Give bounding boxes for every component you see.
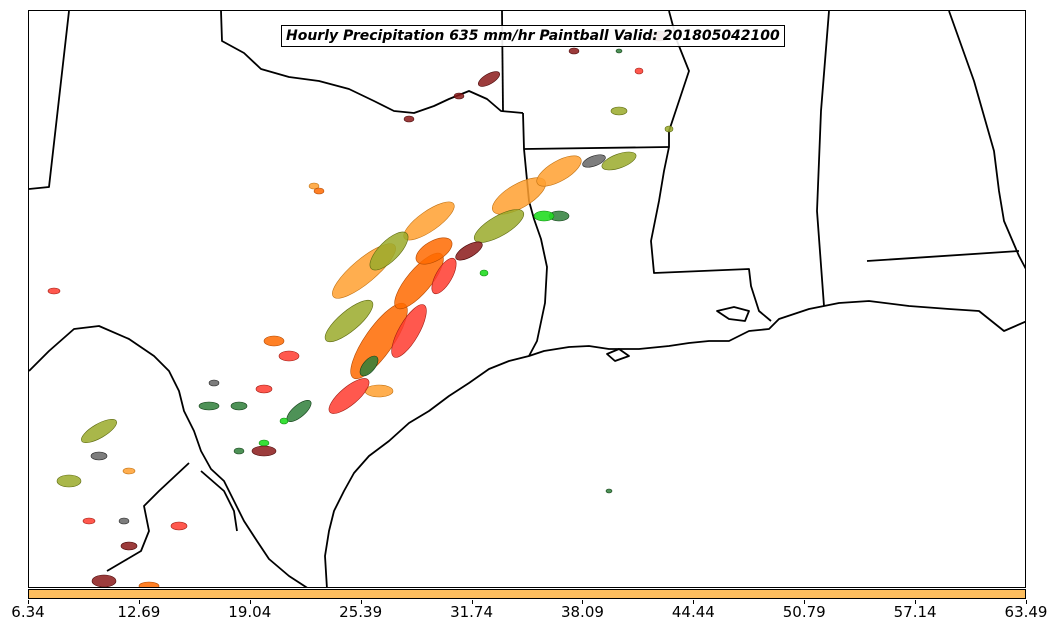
colorbar-tick-label: 31.74	[450, 603, 494, 621]
colorbar-ticks: 6.34 12.69 19.04 25.39 31.74 38.09 44.44 50.79 5…	[0, 600, 1060, 633]
colorbar-tick-mark	[28, 600, 29, 604]
colorbar	[28, 589, 1026, 599]
map-panel: Hourly Precipitation 635 mm/hr Paintball…	[28, 10, 1026, 588]
colorbar-tick-label: 63.49	[1004, 603, 1048, 621]
colorbar-tick-label: 50.79	[782, 603, 826, 621]
colorbar-tick-mark	[471, 600, 473, 604]
colorbar-tick-mark	[915, 600, 917, 604]
colorbar-tick-mark	[249, 600, 251, 604]
colorbar-tick-mark	[1026, 600, 1027, 604]
colorbar-tick-mark	[693, 600, 695, 604]
colorbar-tick-mark	[360, 600, 362, 604]
colorbar-tick-label: 44.44	[671, 603, 715, 621]
colorbar-tick-mark	[804, 600, 806, 604]
colorbar-tick-label: 57.14	[893, 603, 937, 621]
colorbar-tick-label: 19.04	[228, 603, 272, 621]
state-boundaries	[29, 11, 1025, 587]
colorbar-tick-label: 38.09	[560, 603, 604, 621]
colorbar-tick-mark	[582, 600, 584, 604]
colorbar-tick-mark	[138, 600, 140, 604]
map-title: Hourly Precipitation 635 mm/hr Paintball…	[281, 25, 785, 47]
colorbar-tick-label: 12.69	[117, 603, 161, 621]
precipitation-map	[29, 11, 1025, 587]
precipitation-paintball	[47, 30, 674, 587]
colorbar-tick-label: 6.34	[11, 603, 45, 621]
colorbar-tick-label: 25.39	[339, 603, 383, 621]
